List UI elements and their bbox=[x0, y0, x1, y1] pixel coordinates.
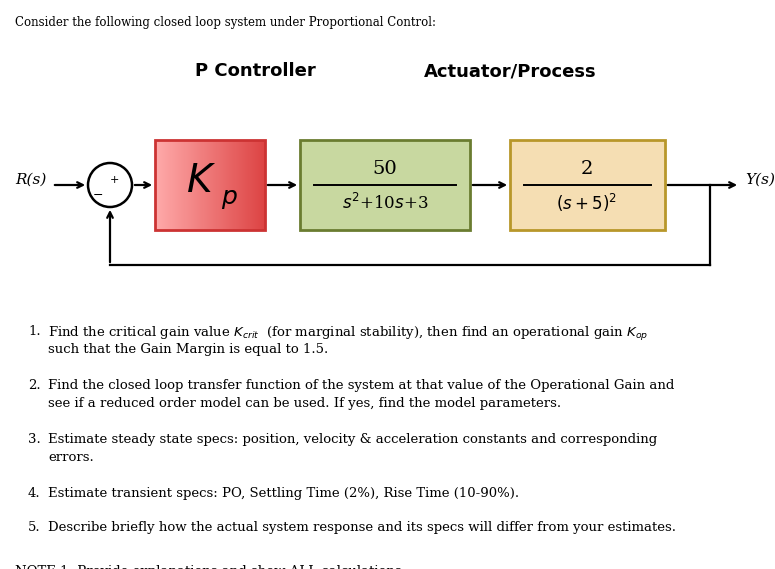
Text: P Controller: P Controller bbox=[195, 62, 315, 80]
Text: $s^2$+10$s$+3: $s^2$+10$s$+3 bbox=[342, 193, 429, 213]
Text: 3.: 3. bbox=[28, 433, 41, 446]
Text: Y(s): Y(s) bbox=[745, 173, 775, 187]
Bar bbox=[300, 140, 470, 230]
Text: Find the critical gain value $K_{crit}$  (for marginal stability), then find an : Find the critical gain value $K_{crit}$ … bbox=[48, 325, 648, 343]
Text: 2.: 2. bbox=[28, 379, 40, 392]
Circle shape bbox=[88, 163, 132, 207]
Text: $\mathit{p}$: $\mathit{p}$ bbox=[222, 188, 238, 211]
Text: Consider the following closed loop system under Proportional Control:: Consider the following closed loop syste… bbox=[15, 16, 436, 29]
Text: NOTE 1: Provide explanations and show ALL calculations.: NOTE 1: Provide explanations and show AL… bbox=[15, 565, 406, 569]
Bar bbox=[510, 140, 665, 230]
Text: −: − bbox=[93, 188, 103, 201]
Text: such that the Gain Margin is equal to 1.5.: such that the Gain Margin is equal to 1.… bbox=[48, 343, 329, 356]
Text: 2: 2 bbox=[580, 160, 593, 178]
Text: Estimate steady state specs: position, velocity & acceleration constants and cor: Estimate steady state specs: position, v… bbox=[48, 433, 657, 446]
Text: Find the closed loop transfer function of the system at that value of the Operat: Find the closed loop transfer function o… bbox=[48, 379, 674, 392]
Text: 50: 50 bbox=[373, 160, 398, 178]
Text: $\mathit{K}$: $\mathit{K}$ bbox=[186, 163, 216, 200]
Text: $(s+5)^2$: $(s+5)^2$ bbox=[556, 192, 618, 214]
Text: R(s): R(s) bbox=[15, 173, 46, 187]
Text: +: + bbox=[109, 175, 119, 185]
Text: see if a reduced order model can be used. If yes, find the model parameters.: see if a reduced order model can be used… bbox=[48, 397, 561, 410]
Bar bbox=[155, 140, 265, 230]
Text: Describe briefly how the actual system response and its specs will differ from y: Describe briefly how the actual system r… bbox=[48, 521, 676, 534]
Text: 1.: 1. bbox=[28, 325, 40, 338]
Text: errors.: errors. bbox=[48, 451, 94, 464]
Text: Actuator/Process: Actuator/Process bbox=[424, 62, 596, 80]
Text: 5.: 5. bbox=[28, 521, 40, 534]
Text: 4.: 4. bbox=[28, 487, 40, 500]
Text: Estimate transient specs: PO, Settling Time (2%), Rise Time (10-90%).: Estimate transient specs: PO, Settling T… bbox=[48, 487, 519, 500]
